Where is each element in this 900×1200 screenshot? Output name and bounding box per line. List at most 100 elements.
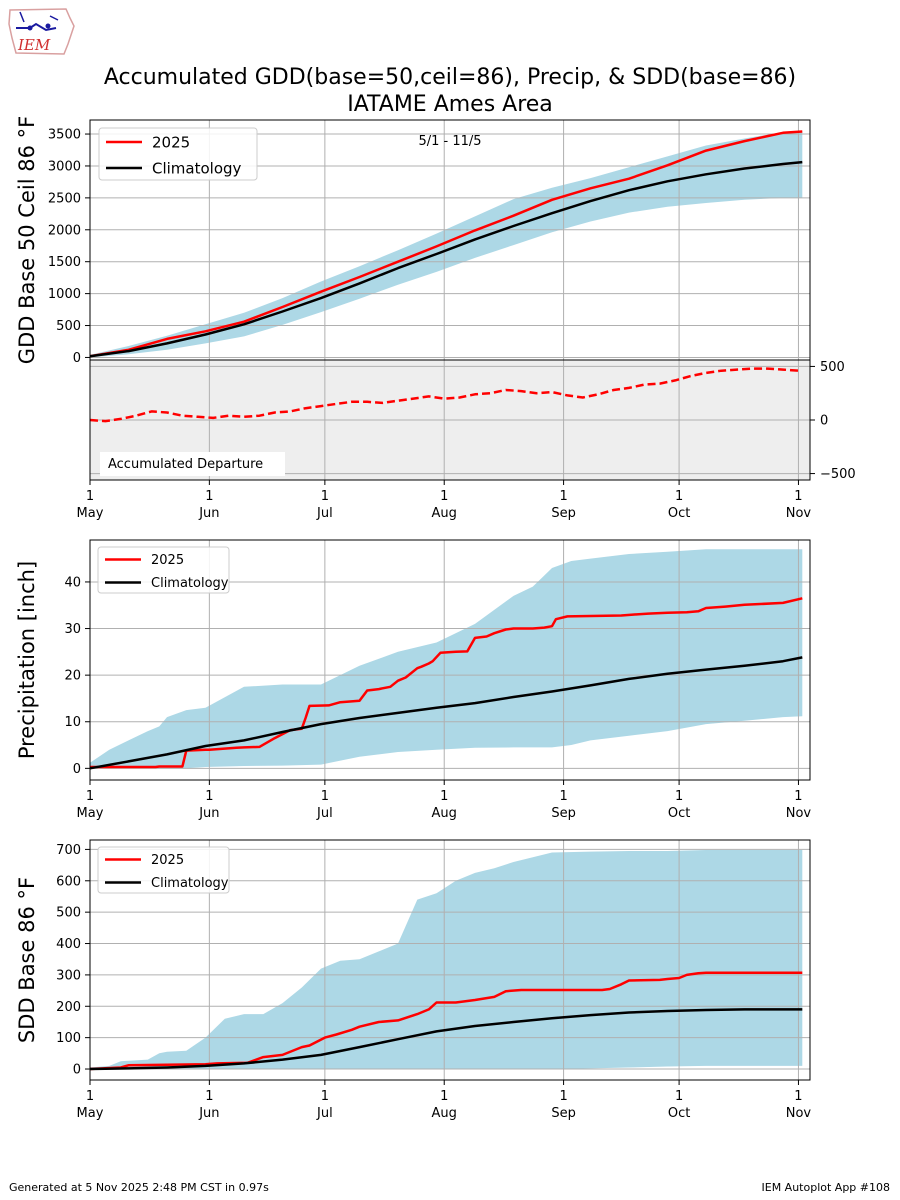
precip-legend-label-2025: 2025 [151,553,184,568]
departure-xtick-day-2: 1 [321,489,329,504]
precip-xtick-month-0: May [77,806,104,821]
precip-xtick-month-4: Sep [551,806,576,821]
sdd-series-2025 [89,971,803,1071]
precip-xtick-day-5: 1 [675,789,683,804]
departure-xtick-month-3: Aug [432,506,457,521]
precip-ytick-label-3: 30 [64,622,81,637]
gdd-ytick-label-7: 3500 [48,128,81,143]
precip-xtick-day-0: 1 [86,789,94,804]
sdd-xtick-month-3: Aug [432,1106,457,1121]
departure-xtick-day-0: 1 [86,489,94,504]
gdd-ytick-label-2: 1000 [48,287,81,302]
gdd-ytick-label-0: 0 [73,351,81,366]
precip-xtick-day-4: 1 [559,789,567,804]
gdd-ytick-label-1: 500 [56,319,81,334]
sdd-ytick-label-6: 600 [56,874,81,889]
sdd-xtick-month-1: Jun [198,1106,219,1121]
precip-range-band [90,549,803,769]
sdd-xtick-month-6: Nov [786,1106,812,1121]
iem-logo: IEM [6,6,76,58]
precip-series-climatology [89,656,803,770]
precip-ytick-label-2: 20 [64,669,81,684]
precip-xtick-month-6: Nov [786,806,812,821]
sdd-xtick-month-2: Jul [316,1106,333,1121]
precip-panel: 0 10 20 30 40 1 May 1 Jun 1 Jul 1 Aug 1 Sep 1 Oct 1 Nov Pre… [15,539,812,821]
footer-generated: Generated at 5 Nov 2025 2:48 PM CST in 0… [9,1181,269,1194]
precip-xtick-month-2: Jul [316,806,333,821]
precip-frame [89,539,811,781]
sdd-ytick-label-7: 700 [56,843,81,858]
precip-xtick-day-2: 1 [321,789,329,804]
gdd-series-2025 [89,130,803,358]
precip-legend-label-climatology: Climatology [151,576,229,591]
sdd-legend-label-climatology: Climatology [151,876,229,891]
precip-ytick-label-4: 40 [64,575,81,590]
departure-label-box [100,452,285,476]
sdd-ytick-label-5: 500 [56,906,81,921]
sdd-xtick-day-0: 1 [86,1089,94,1104]
gdd-legend-label-climatology: Climatology [152,159,242,177]
departure-xtick-month-1: Jun [198,506,219,521]
departure-xtick-month-5: Oct [668,506,690,521]
sdd-xtick-day-1: 1 [205,1089,213,1104]
departure-xtick-day-3: 1 [440,489,448,504]
sdd-xtick-day-3: 1 [440,1089,448,1104]
precip-ylabel: Precipitation [inch] [15,561,39,759]
departure-xtick-month-6: Nov [786,506,812,521]
chart-title-line1: Accumulated GDD(base=50,ceil=86), Precip… [104,65,796,90]
sdd-series-climatology [89,1008,803,1071]
sdd-ytick-label-1: 100 [56,1031,81,1046]
sdd-ytick-label-3: 300 [56,968,81,983]
gdd-date-range-annotation: 5/1 - 11/5 [418,134,481,149]
departure-xtick-day-1: 1 [205,489,213,504]
departure-ytick-label-2: 500 [820,360,845,375]
departure-xtick-month-0: May [77,506,104,521]
gdd-ytick-label-4: 2000 [48,223,81,238]
departure-panel: −500 0 500 1 May 1 Jun 1 Jul 1 Aug 1 Sep 1 Oct 1 Nov Accu… [77,359,856,521]
gdd-range-band [90,131,803,358]
logo-text: IEM [17,36,51,54]
departure-xtick-month-4: Sep [551,506,576,521]
sdd-xtick-month-0: May [77,1106,104,1121]
gdd-ytick-label-5: 2500 [48,191,81,206]
gdd-series-climatology [89,160,803,358]
departure-xtick-month-2: Jul [316,506,333,521]
gdd-ytick-label-3: 1500 [48,255,81,270]
sdd-xtick-day-4: 1 [559,1089,567,1104]
departure-xtick-day-4: 1 [559,489,567,504]
sdd-range-band [90,850,803,1069]
precip-ytick-label-0: 0 [73,762,81,777]
precip-xtick-month-1: Jun [198,806,219,821]
gdd-ylabel: GDD Base 50 Ceil 86 °F [15,116,39,364]
sdd-legend-label-2025: 2025 [151,853,184,868]
gdd-legend-label-2025: 2025 [152,133,190,151]
sdd-ylabel: SDD Base 86 °F [15,877,39,1043]
footer-app-id: IEM Autoplot App #108 [761,1181,891,1194]
precip-xtick-day-1: 1 [205,789,213,804]
gdd-panel: 0 500 1000 1500 2000 2500 3000 3500 GDD Base 50 … [15,116,811,366]
sdd-ytick-label-2: 200 [56,1000,81,1015]
chart-title-line2: IATAME Ames Area [347,92,553,117]
precip-xtick-month-5: Oct [668,806,690,821]
precip-xtick-day-6: 1 [794,789,802,804]
sdd-frame [89,839,811,1081]
sdd-xtick-month-4: Sep [551,1106,576,1121]
departure-ytick-label-1: 0 [820,414,828,429]
sdd-ytick-label-4: 400 [56,937,81,952]
precip-series-2025 [90,597,803,769]
sdd-xtick-day-2: 1 [321,1089,329,1104]
gdd-ytick-label-6: 3000 [48,159,81,174]
precip-xtick-month-3: Aug [432,806,457,821]
sdd-xtick-day-6: 1 [794,1089,802,1104]
sdd-xtick-day-5: 1 [675,1089,683,1104]
departure-xtick-day-5: 1 [675,489,683,504]
sdd-ytick-label-0: 0 [73,1063,81,1078]
departure-ytick-label-0: −500 [820,467,856,482]
sdd-xtick-month-5: Oct [668,1106,690,1121]
precip-ytick-label-1: 10 [64,715,81,730]
departure-label: Accumulated Departure [108,457,263,472]
sdd-panel: 0 100 200 300 400 500 600 700 1 May 1 Jun 1 Jul 1 Aug 1 S… [15,839,812,1121]
precip-xtick-day-3: 1 [440,789,448,804]
departure-xtick-day-6: 1 [794,489,802,504]
